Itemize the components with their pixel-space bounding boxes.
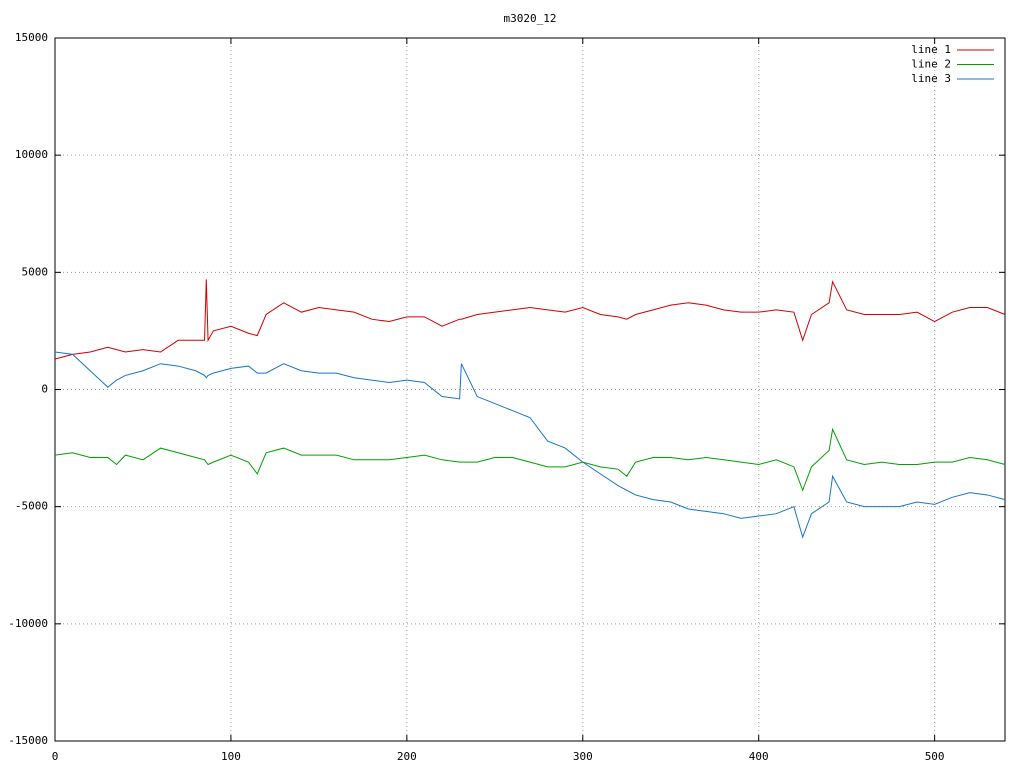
y-tick-label: 5000	[22, 265, 49, 278]
y-tick-label: 10000	[15, 148, 48, 161]
series-line	[54, 427, 1006, 492]
x-tick-label: 100	[221, 750, 241, 763]
y-tick-label: -10000	[8, 617, 48, 630]
legend-label: line 2	[911, 58, 951, 71]
legend-label: line 3	[911, 72, 951, 85]
series-line	[54, 351, 1006, 539]
x-tick-label: 400	[749, 750, 769, 763]
series-line	[54, 279, 1006, 360]
y-tick-label: 0	[41, 383, 48, 396]
x-tick-label: 200	[397, 750, 417, 763]
x-tick-label: 0	[52, 750, 59, 763]
x-tick-label: 500	[925, 750, 945, 763]
y-tick-label: 15000	[15, 31, 48, 44]
plot-frame	[54, 37, 1006, 742]
y-tick-label: -15000	[8, 734, 48, 747]
x-tick-label: 300	[573, 750, 593, 763]
legend-label: line 1	[911, 43, 951, 56]
chart-title: m3020_12	[504, 12, 557, 25]
y-tick-label: -5000	[15, 500, 48, 513]
